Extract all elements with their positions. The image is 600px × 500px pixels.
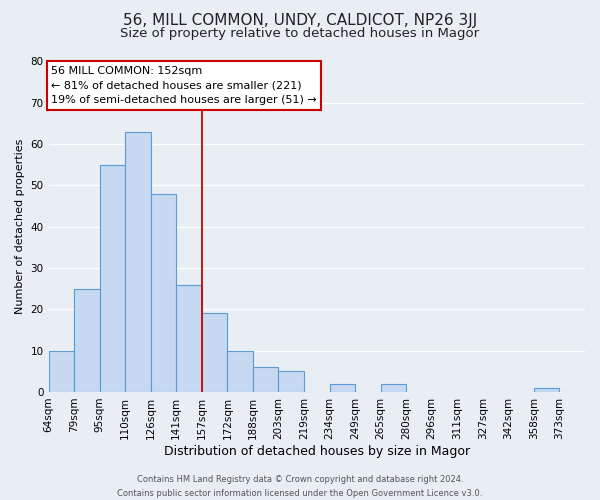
Text: Size of property relative to detached houses in Magor: Size of property relative to detached ho… xyxy=(121,28,479,40)
Bar xyxy=(278,372,304,392)
Bar xyxy=(151,194,176,392)
Text: 56 MILL COMMON: 152sqm
← 81% of detached houses are smaller (221)
19% of semi-de: 56 MILL COMMON: 152sqm ← 81% of detached… xyxy=(51,66,317,105)
Bar xyxy=(253,367,278,392)
Text: 56, MILL COMMON, UNDY, CALDICOT, NP26 3JJ: 56, MILL COMMON, UNDY, CALDICOT, NP26 3J… xyxy=(123,12,477,28)
Bar xyxy=(74,288,100,392)
Bar xyxy=(100,165,125,392)
Text: Contains HM Land Registry data © Crown copyright and database right 2024.
Contai: Contains HM Land Registry data © Crown c… xyxy=(118,476,482,498)
Bar xyxy=(380,384,406,392)
Bar xyxy=(202,314,227,392)
Bar xyxy=(227,350,253,392)
X-axis label: Distribution of detached houses by size in Magor: Distribution of detached houses by size … xyxy=(164,444,470,458)
Bar xyxy=(534,388,559,392)
Bar xyxy=(125,132,151,392)
Bar xyxy=(49,350,74,392)
Bar xyxy=(176,284,202,392)
Bar xyxy=(329,384,355,392)
Y-axis label: Number of detached properties: Number of detached properties xyxy=(15,139,25,314)
